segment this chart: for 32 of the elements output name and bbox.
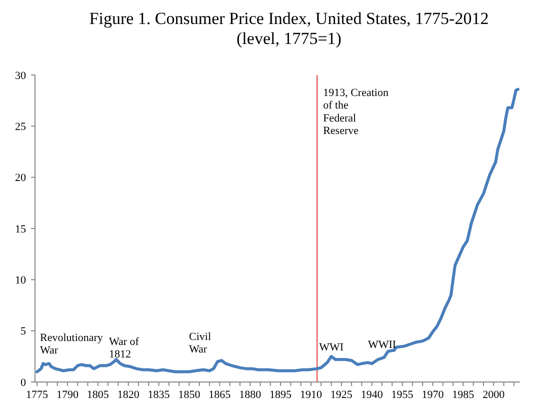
y-tick-label: 30 bbox=[15, 70, 26, 82]
annotation: WWII bbox=[368, 339, 396, 351]
x-tick-label: 1895 bbox=[270, 389, 292, 401]
x-tick-label: 1820 bbox=[117, 389, 140, 401]
y-tick-label: 5 bbox=[20, 326, 26, 338]
x-tick-label: 1910 bbox=[300, 389, 322, 401]
line-series bbox=[36, 88, 520, 374]
x-tick-label: 1970 bbox=[422, 389, 444, 401]
x-tick-label: 1880 bbox=[239, 389, 262, 401]
annotation: Civil War bbox=[189, 331, 212, 356]
x-tick-label: 1865 bbox=[208, 389, 232, 401]
x-tick-label: 1790 bbox=[56, 389, 79, 401]
x-tick-label: 1985 bbox=[452, 389, 475, 401]
x-tick-label: 1955 bbox=[391, 389, 414, 401]
y-tick-label: 15 bbox=[15, 223, 26, 236]
x-tick-label: 2000 bbox=[482, 389, 506, 401]
x-tick-label: 1775 bbox=[26, 389, 49, 401]
chart-subtitle: (level, 1775=1) bbox=[236, 29, 342, 48]
annotation: War of 1812 bbox=[109, 336, 140, 361]
annotation: Revolutionary War bbox=[40, 332, 104, 357]
y-tick-label: 20 bbox=[15, 172, 26, 184]
x-tick-label: 1850 bbox=[178, 389, 201, 401]
y-tick-label: 25 bbox=[15, 121, 26, 134]
x-tick-label: 1940 bbox=[360, 389, 384, 401]
x-tick-label: 1805 bbox=[86, 389, 110, 401]
x-tick-label: 1925 bbox=[330, 389, 353, 401]
ref-line-label: 1913, Creation of the Federal Reserve bbox=[323, 87, 389, 137]
y-tick-label: 10 bbox=[15, 274, 26, 287]
y-tick-label: 0 bbox=[20, 376, 26, 389]
chart-title: Figure 1. Consumer Price Index, United States, 1775-2012 bbox=[89, 9, 489, 28]
annotation: WWI bbox=[319, 341, 344, 354]
x-tick-label: 1835 bbox=[148, 389, 170, 401]
